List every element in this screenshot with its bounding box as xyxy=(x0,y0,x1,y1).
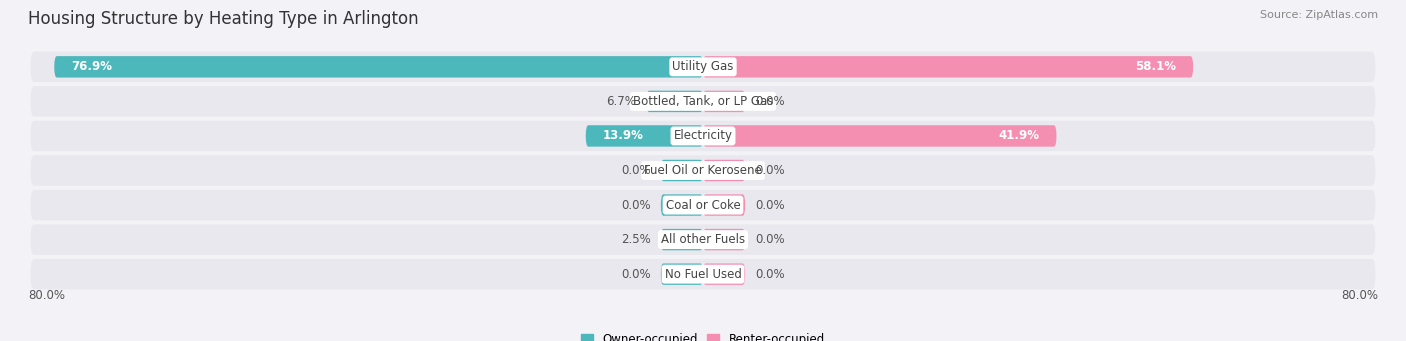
FancyBboxPatch shape xyxy=(31,121,1375,151)
FancyBboxPatch shape xyxy=(586,125,703,147)
FancyBboxPatch shape xyxy=(55,56,703,77)
FancyBboxPatch shape xyxy=(31,86,1375,117)
Text: 0.0%: 0.0% xyxy=(621,268,651,281)
Text: 0.0%: 0.0% xyxy=(621,164,651,177)
Text: No Fuel Used: No Fuel Used xyxy=(665,268,741,281)
Text: 13.9%: 13.9% xyxy=(603,130,644,143)
Text: Housing Structure by Heating Type in Arlington: Housing Structure by Heating Type in Arl… xyxy=(28,10,419,28)
FancyBboxPatch shape xyxy=(661,264,703,285)
FancyBboxPatch shape xyxy=(31,155,1375,186)
Text: All other Fuels: All other Fuels xyxy=(661,233,745,246)
FancyBboxPatch shape xyxy=(703,125,1056,147)
Text: Utility Gas: Utility Gas xyxy=(672,60,734,73)
FancyBboxPatch shape xyxy=(661,229,703,250)
FancyBboxPatch shape xyxy=(703,160,745,181)
Text: Fuel Oil or Kerosene: Fuel Oil or Kerosene xyxy=(644,164,762,177)
FancyBboxPatch shape xyxy=(703,91,745,112)
Legend: Owner-occupied, Renter-occupied: Owner-occupied, Renter-occupied xyxy=(576,329,830,341)
Text: Bottled, Tank, or LP Gas: Bottled, Tank, or LP Gas xyxy=(633,95,773,108)
FancyBboxPatch shape xyxy=(31,259,1375,290)
FancyBboxPatch shape xyxy=(703,264,745,285)
FancyBboxPatch shape xyxy=(31,190,1375,220)
Text: 0.0%: 0.0% xyxy=(755,233,785,246)
FancyBboxPatch shape xyxy=(661,160,703,181)
FancyBboxPatch shape xyxy=(31,51,1375,82)
FancyBboxPatch shape xyxy=(647,91,703,112)
FancyBboxPatch shape xyxy=(31,224,1375,255)
Text: Electricity: Electricity xyxy=(673,130,733,143)
Text: 0.0%: 0.0% xyxy=(755,164,785,177)
Text: 80.0%: 80.0% xyxy=(1341,289,1378,302)
Text: 0.0%: 0.0% xyxy=(755,198,785,211)
Text: 0.0%: 0.0% xyxy=(621,198,651,211)
FancyBboxPatch shape xyxy=(703,56,1194,77)
Text: Source: ZipAtlas.com: Source: ZipAtlas.com xyxy=(1260,10,1378,20)
Text: 0.0%: 0.0% xyxy=(755,268,785,281)
Text: 0.0%: 0.0% xyxy=(755,95,785,108)
Text: 2.5%: 2.5% xyxy=(621,233,651,246)
FancyBboxPatch shape xyxy=(661,194,703,216)
Text: 6.7%: 6.7% xyxy=(606,95,637,108)
Text: 41.9%: 41.9% xyxy=(998,130,1039,143)
Text: 80.0%: 80.0% xyxy=(28,289,65,302)
Text: Coal or Coke: Coal or Coke xyxy=(665,198,741,211)
Text: 58.1%: 58.1% xyxy=(1135,60,1177,73)
Text: 76.9%: 76.9% xyxy=(72,60,112,73)
FancyBboxPatch shape xyxy=(703,194,745,216)
FancyBboxPatch shape xyxy=(703,229,745,250)
